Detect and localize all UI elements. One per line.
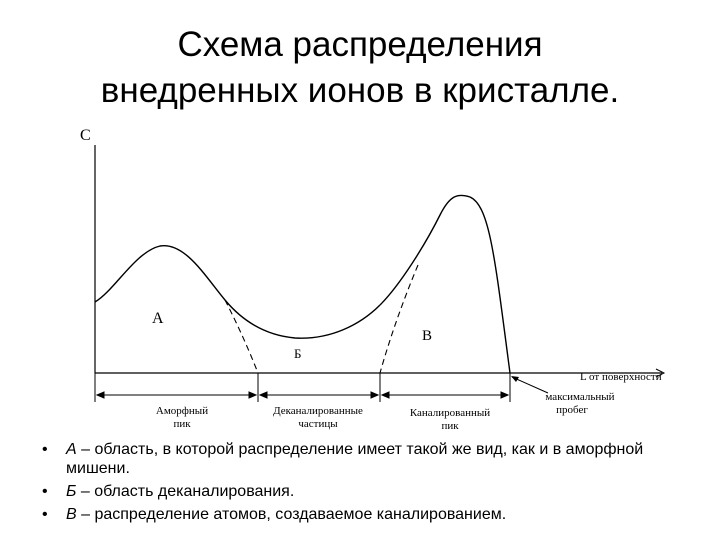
region-label-v: В (422, 328, 432, 344)
caption-amorphous-2: пик (173, 418, 191, 430)
x-axis-label: L от поверхности (580, 371, 662, 383)
region-label-a: А (152, 310, 164, 327)
region-label-b: Б (294, 346, 301, 361)
bullet-key: А (66, 441, 77, 458)
y-axis-label: C (80, 127, 91, 144)
distribution-curve-dechanneled (224, 299, 381, 339)
caption-max-range-2: пробег (556, 404, 588, 416)
x-axis-arrow (655, 368, 666, 378)
caption-dechanneled-2: частицы (298, 418, 338, 430)
title-line-1: Схема распределения (177, 25, 543, 64)
dashed-channeled-front (379, 264, 419, 374)
bullet-text: – область, в которой распределение имеет… (66, 441, 644, 477)
max-range-arrowhead (511, 376, 519, 382)
bullet-text: – распределение атомов, создаваемое кана… (76, 506, 507, 523)
bullet-marker: • (42, 506, 48, 523)
caption-channeled-2: пик (441, 420, 459, 432)
legend-bullet-list: • А – область, в которой распределение и… (38, 440, 698, 528)
bullet-marker: • (42, 441, 48, 458)
distribution-curve-channeled (379, 194, 511, 374)
max-range-leader (511, 376, 549, 394)
bullet-text: – область деканалирования. (76, 483, 295, 500)
bullet-marker: • (42, 483, 48, 500)
dashed-amorphous-tail (224, 299, 259, 374)
span-amorphous (95, 391, 258, 399)
span-channeled (380, 391, 510, 399)
caption-channeled-1: Каналированный (410, 407, 490, 419)
caption-amorphous-1: Аморфный (156, 405, 208, 417)
slide-title: Схема распределения внедренных ионов в к… (0, 22, 720, 114)
caption-dechanneled-1: Деканалированные (273, 405, 363, 417)
bullet-item-v: • В – распределение атомов, создаваемое … (38, 505, 698, 524)
bullet-item-b: • Б – область деканалирования. (38, 482, 698, 501)
bullet-item-a: • А – область, в которой распределение и… (38, 440, 698, 478)
title-line-2: внедренных ионов в кристалле. (100, 71, 620, 110)
distribution-curve-amorphous (94, 245, 226, 303)
bullet-key: Б (66, 483, 77, 500)
caption-max-range-1: максимальный (545, 391, 614, 403)
span-dechanneled (258, 391, 380, 399)
bullet-key: В (66, 506, 77, 523)
